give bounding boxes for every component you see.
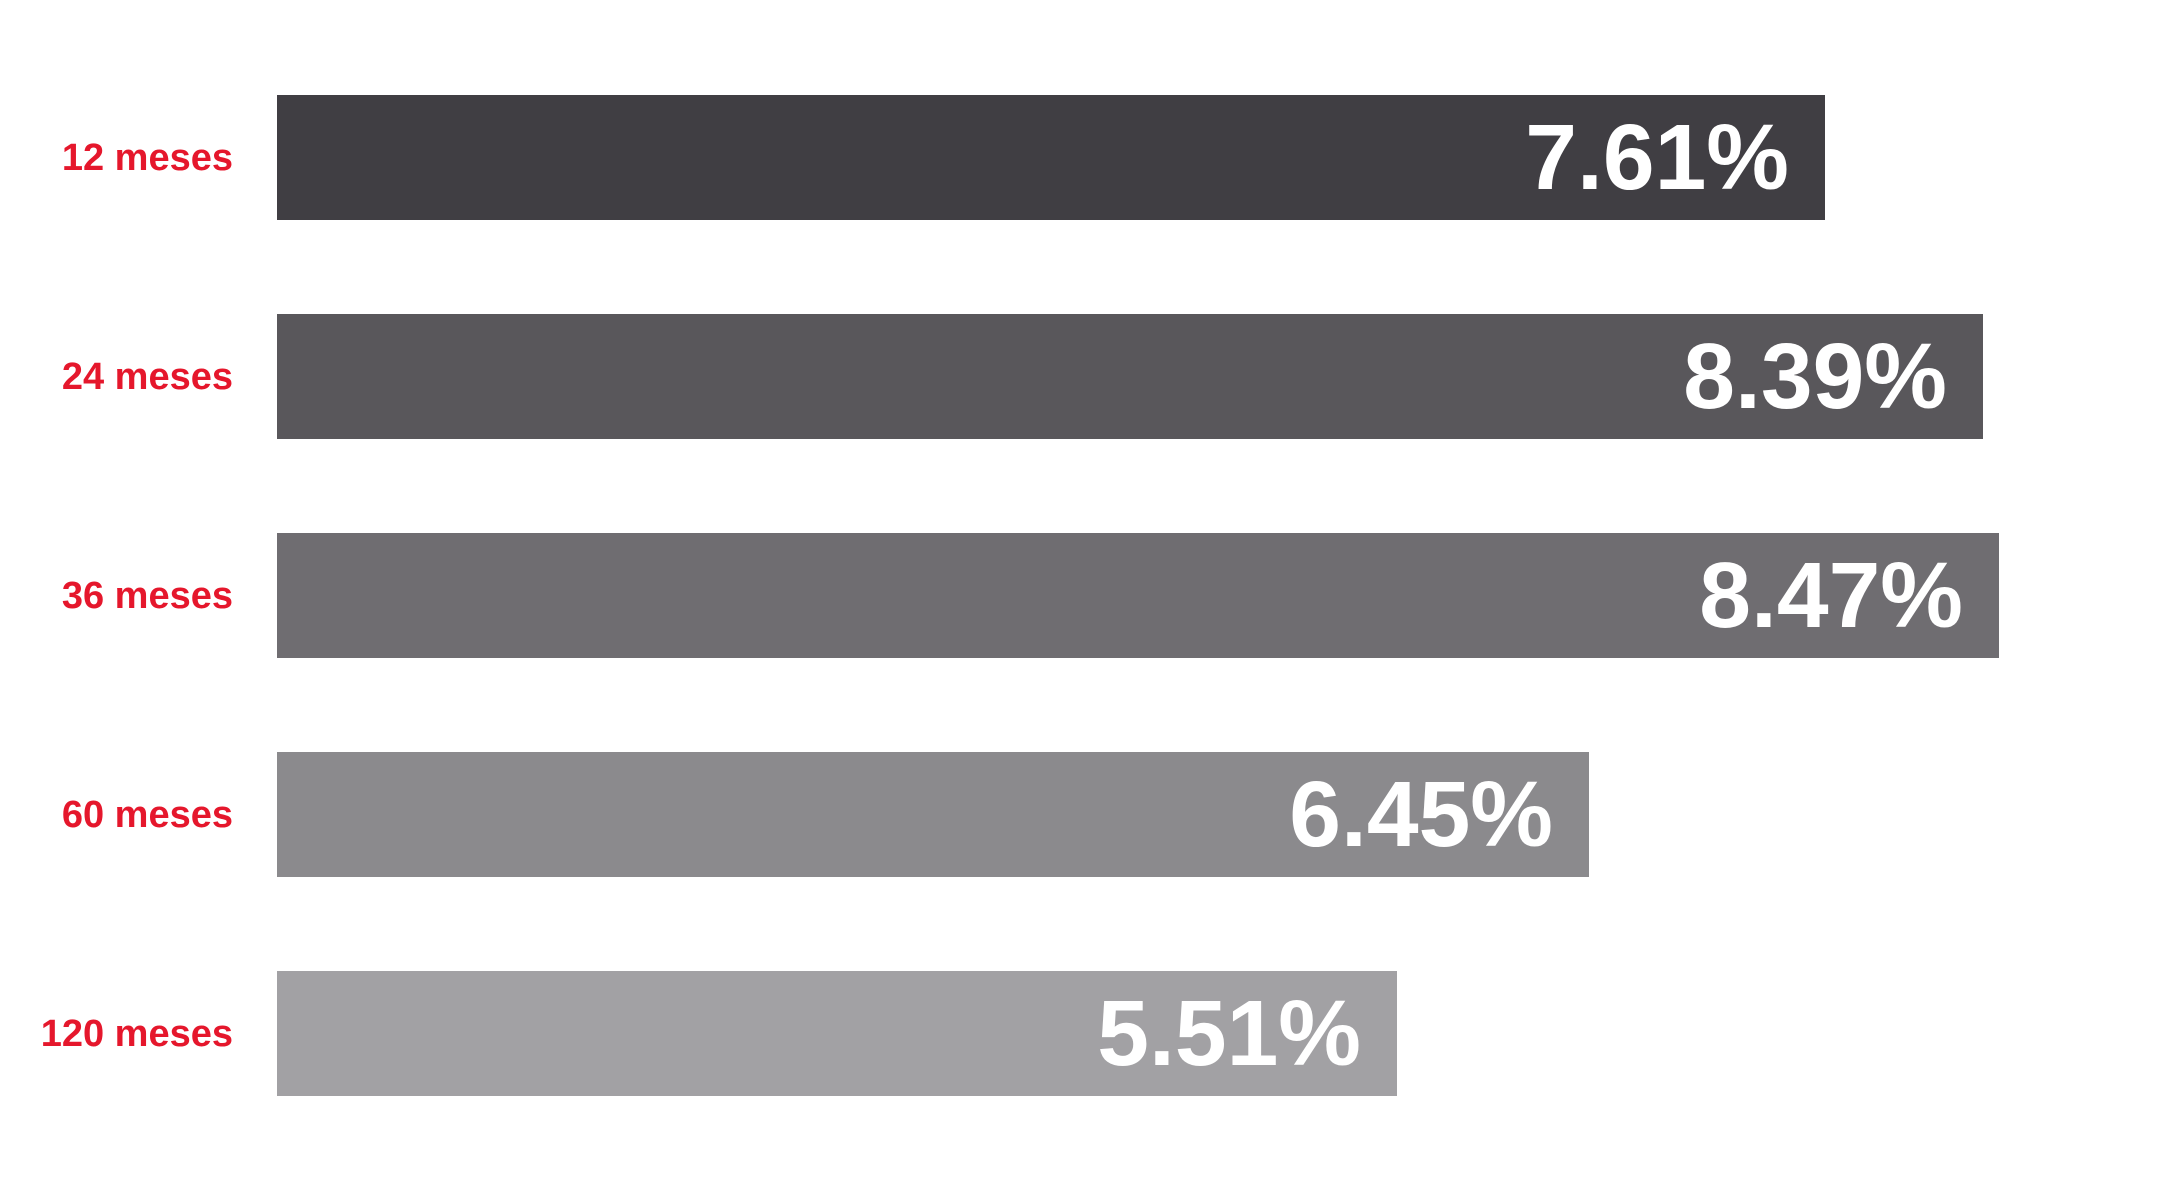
bar: 6.45% [277, 752, 1589, 877]
bar: 8.39% [277, 314, 1983, 439]
bar: 5.51% [277, 971, 1397, 1096]
bar-value-label: 6.45% [1289, 762, 1553, 866]
category-label: 120 meses [40, 1012, 233, 1055]
category-label: 60 meses [61, 793, 233, 836]
category-label: 24 meses [61, 355, 233, 398]
category-label: 36 meses [61, 574, 233, 617]
category-label: 12 meses [61, 136, 233, 179]
bar: 7.61% [277, 95, 1825, 220]
chart-row: 36 meses 8.47% [0, 533, 2158, 658]
chart-row: 24 meses 8.39% [0, 314, 2158, 439]
chart-row: 120 meses 5.51% [0, 971, 2158, 1096]
bar-value-label: 7.61% [1525, 105, 1789, 209]
bar: 8.47% [277, 533, 1999, 658]
chart-row: 60 meses 6.45% [0, 752, 2158, 877]
bar-value-label: 5.51% [1097, 981, 1361, 1085]
bar-value-label: 8.39% [1683, 324, 1947, 428]
chart-row: 12 meses 7.61% [0, 95, 2158, 220]
bar-value-label: 8.47% [1699, 543, 1963, 647]
